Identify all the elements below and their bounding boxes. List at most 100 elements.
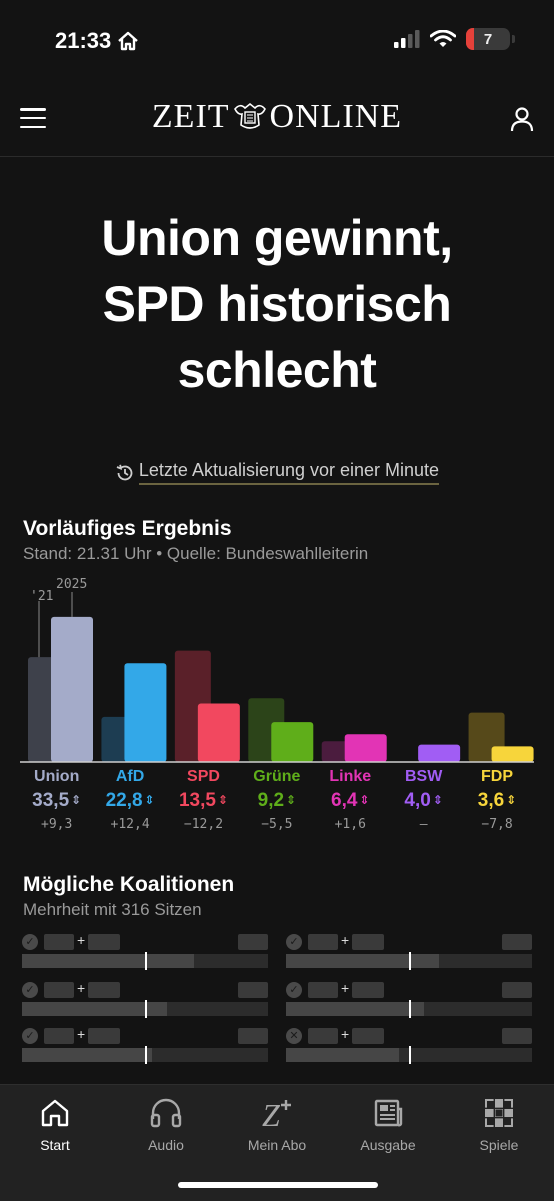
check-icon: ✓ <box>286 982 302 998</box>
seat-count-placeholder <box>502 982 532 998</box>
plus-sign: + <box>341 980 350 996</box>
bar-2025-union <box>51 616 93 762</box>
party-placeholder <box>308 982 338 998</box>
tab-start[interactable]: Start <box>0 1095 110 1153</box>
trend-arrow-icon: ⇕ <box>432 793 443 807</box>
party-grüne[interactable]: Grüne 9,2 ⇕ −5,5 <box>240 768 313 832</box>
tab-ausgabe[interactable]: Ausgabe <box>333 1095 443 1153</box>
party-percent: 3,6 ⇕ <box>477 790 517 811</box>
party-placeholder <box>308 1028 338 1044</box>
trend-arrow-icon: ⇕ <box>359 793 370 807</box>
status-time: 21:33 <box>55 28 139 54</box>
party-name: AfD <box>115 768 145 785</box>
majority-marker <box>409 952 411 970</box>
tab-spiele[interactable]: Spiele <box>444 1095 554 1153</box>
party-placeholder <box>352 934 384 950</box>
party-linke[interactable]: Linke 6,4 ⇕ +1,6 <box>314 768 387 832</box>
headline-line-3: schlecht <box>177 342 377 398</box>
bar-2025-bsw <box>418 744 461 762</box>
tab-ausgabe-label: Ausgabe <box>360 1137 416 1153</box>
coalition-seat-bar <box>22 1046 268 1064</box>
results-bar-chart[interactable]: '21 2025 <box>20 570 534 840</box>
article-headline[interactable]: Union gewinnt, SPD historisch schlecht <box>20 205 534 403</box>
coalition-seat-bar <box>286 1000 532 1018</box>
party-percent: 22,8 ⇕ <box>105 790 155 811</box>
party-percent: 33,5 ⇕ <box>32 790 82 811</box>
coalition-seat-bar <box>286 952 532 970</box>
party-percent: 4,0 ⇕ <box>404 790 443 811</box>
zeit-online-logo[interactable]: ZEIT ONLINE <box>0 98 554 136</box>
battery-indicator: 7 <box>466 28 515 50</box>
seat-count-placeholder <box>238 982 268 998</box>
majority-marker <box>145 1046 147 1064</box>
tab-spiele-label: Spiele <box>479 1137 519 1153</box>
majority-marker <box>409 1000 411 1018</box>
party-spd[interactable]: SPD 13,5 ⇕ −12,2 <box>167 768 240 832</box>
tab-audio-label: Audio <box>148 1137 184 1153</box>
seat-count-placeholder <box>502 934 532 950</box>
tab-audio[interactable]: Audio <box>111 1095 221 1153</box>
party-percent: 9,2 ⇕ <box>257 790 297 811</box>
tab-mein-abo-label: Mein Abo <box>247 1137 307 1153</box>
majority-marker <box>145 952 147 970</box>
party-diff: −7,8 <box>481 817 513 832</box>
party-name: Linke <box>329 768 372 785</box>
bar-2025-grüne <box>271 722 314 762</box>
party-diff: +12,4 <box>110 817 150 832</box>
party-name: SPD <box>187 768 220 785</box>
party-name: Union <box>34 768 80 785</box>
party-percent: 13,5 ⇕ <box>178 790 228 811</box>
coalition-item[interactable]: ✓ + <box>22 1026 268 1064</box>
party-name: BSW <box>404 768 443 785</box>
party-placeholder <box>88 982 120 998</box>
party-bsw[interactable]: BSW 4,0 ⇕ – <box>387 768 460 832</box>
trend-arrow-icon: ⇕ <box>71 793 82 807</box>
coalition-item[interactable]: ✓ + <box>22 932 268 970</box>
bar-2025-linke <box>344 734 387 762</box>
party-placeholder <box>352 982 384 998</box>
party-results: Union 33,5 ⇕ +9,3 AfD 22,8 ⇕ +12,4 SPD 13,5 ⇕ −12,2… <box>20 768 534 832</box>
party-diff: −5,5 <box>261 817 293 832</box>
coalition-item[interactable]: ✓ + <box>22 980 268 1018</box>
last-update[interactable]: Letzte Aktualisierung vor einer Minute <box>0 460 554 488</box>
crossword-icon <box>485 1099 513 1127</box>
cross-icon: ✕ <box>286 1028 302 1044</box>
clock: 21:33 <box>55 28 112 53</box>
party-union[interactable]: Union 33,5 ⇕ +9,3 <box>20 768 93 832</box>
coalition-seat-bar <box>22 952 268 970</box>
party-placeholder <box>88 934 120 950</box>
results-subtitle: Stand: 21.31 Uhr • Quelle: Bundeswahllei… <box>23 544 369 563</box>
party-fdp[interactable]: FDP 3,6 ⇕ −7,8 <box>460 768 533 832</box>
tab-mein-abo[interactable]: Z Mein Abo <box>222 1095 332 1153</box>
seat-count-placeholder <box>502 1028 532 1044</box>
update-text: Letzte Aktualisierung vor einer Minute <box>138 460 440 485</box>
check-icon: ✓ <box>22 982 38 998</box>
plus-sign: + <box>341 1026 350 1042</box>
party-name: Grüne <box>253 768 301 785</box>
party-diff: +1,6 <box>334 817 366 832</box>
eagle-crest-icon <box>233 102 266 129</box>
coalition-item[interactable]: ✕ + <box>286 1026 532 1064</box>
party-placeholder <box>44 982 74 998</box>
plus-sign: + <box>341 932 350 948</box>
home-indicator <box>178 1182 378 1188</box>
party-diff: −12,2 <box>183 817 224 832</box>
majority-marker <box>145 1000 147 1018</box>
coalition-seat-bar <box>22 1000 268 1018</box>
home-status-icon <box>118 31 139 51</box>
coalition-item[interactable]: ✓ + <box>286 932 532 970</box>
logo-left: ZEIT <box>151 98 230 135</box>
user-account-icon[interactable] <box>510 106 534 132</box>
menu-button[interactable] <box>20 108 46 128</box>
party-placeholder <box>44 934 74 950</box>
app-header: ZEIT ONLINE <box>0 80 554 157</box>
party-afd[interactable]: AfD 22,8 ⇕ +12,4 <box>93 768 166 832</box>
coalitions-title: Mögliche Koalitionen <box>23 873 235 896</box>
coalitions-subtitle: Mehrheit mit 316 Sitzen <box>23 900 202 919</box>
majority-marker <box>409 1046 411 1064</box>
coalition-item[interactable]: ✓ + <box>286 980 532 1018</box>
seat-count-placeholder <box>238 934 268 950</box>
party-name: FDP <box>481 768 514 785</box>
trend-arrow-icon: ⇕ <box>286 793 297 807</box>
